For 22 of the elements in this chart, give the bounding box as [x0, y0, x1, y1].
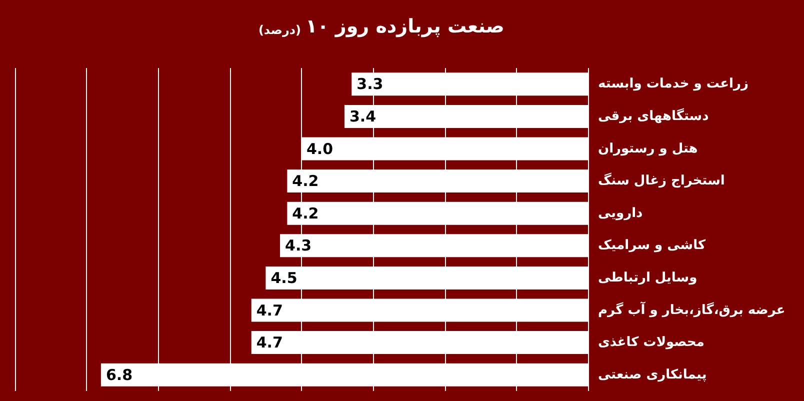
- y-tick-label: پیمانکاری صنعتی: [598, 367, 707, 382]
- data-label: 4.2: [292, 204, 319, 222]
- chart-title: ۱۰ صنعت پربازده روز: [306, 16, 504, 38]
- y-tick-label: وسایل ارتباطی: [598, 270, 698, 286]
- data-label: 4.0: [306, 140, 334, 158]
- data-label: 3.3: [356, 75, 384, 94]
- y-tick-label: کاشی و سرامیک: [598, 238, 706, 254]
- data-label: 4.2: [292, 172, 319, 190]
- y-tick-label: زراعت و خدمات وابسته: [598, 76, 748, 92]
- y-tick-label: دارویی: [598, 206, 644, 221]
- y-tick-label: هتل و رستوران: [598, 141, 698, 156]
- data-label: 6.8: [106, 366, 133, 384]
- chart-subtitle: (درصد): [258, 23, 301, 37]
- y-tick-label: دستگاههای برقی: [598, 108, 710, 124]
- y-tick-label: عرضه برق،گاز،بخار و آب گرم: [598, 300, 786, 318]
- data-label: 4.5: [270, 268, 298, 287]
- y-tick-label: استخراج زغال سنگ: [598, 172, 725, 189]
- data-label: 4.3: [285, 236, 312, 255]
- y-tick-label: محصولات کاغذی: [598, 335, 704, 350]
- data-label: 4.7: [256, 301, 283, 320]
- data-label: 3.4: [349, 107, 376, 126]
- data-label: 4.7: [256, 334, 283, 352]
